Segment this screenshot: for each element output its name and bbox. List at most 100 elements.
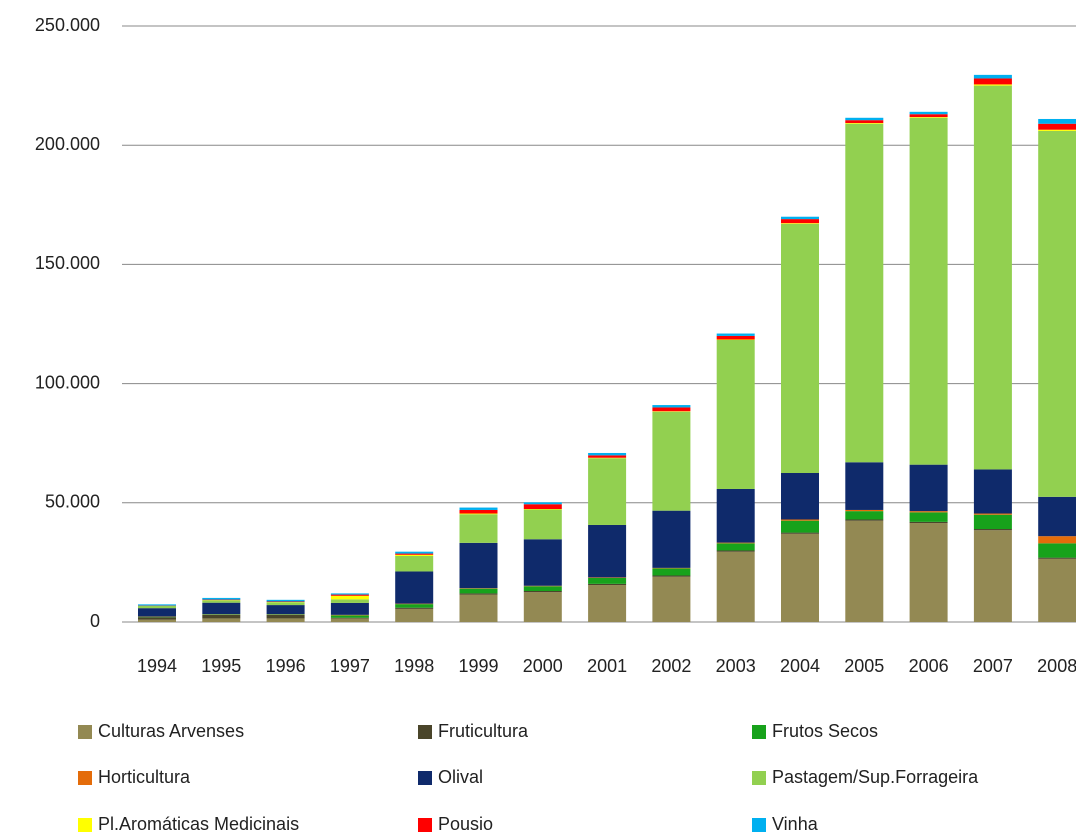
bar-segment	[781, 520, 819, 533]
bar-segment	[845, 511, 884, 520]
legend-swatch	[752, 818, 766, 832]
x-tick-label: 2006	[909, 656, 949, 676]
bar-segment	[202, 618, 241, 622]
bar-segment	[973, 514, 1012, 530]
x-tick-label: 1997	[330, 656, 370, 676]
bar-segment	[523, 502, 562, 505]
bar-segment	[330, 618, 369, 622]
bar-segment	[459, 593, 498, 595]
bar-segment	[973, 513, 1012, 515]
bar-segment	[395, 604, 434, 608]
y-tick-label: 0	[90, 611, 100, 631]
bar-segment	[395, 571, 434, 604]
bar-segment	[459, 594, 498, 622]
bar-segment	[523, 504, 562, 509]
legend-label: Vinha	[772, 814, 819, 834]
x-tick-label: 2005	[844, 656, 884, 676]
bar-segment	[652, 407, 691, 412]
bar-segment	[973, 529, 1012, 531]
legend-swatch	[78, 725, 92, 739]
bar-segment	[266, 599, 305, 602]
bar-segment	[1038, 130, 1076, 497]
bar-segment	[588, 585, 627, 622]
bar-segment	[716, 488, 755, 543]
bar-segment	[973, 469, 1012, 514]
x-tick-label: 1995	[201, 656, 241, 676]
bar-segment	[652, 405, 691, 408]
legend-label: Culturas Arvenses	[98, 721, 244, 741]
bar-segment	[330, 617, 369, 619]
bar-segment	[523, 509, 562, 540]
bar-segment	[330, 593, 369, 595]
bar-segment	[330, 594, 369, 596]
bar-segment	[395, 554, 434, 556]
x-tick-label: 2004	[780, 656, 820, 676]
bar-segment	[781, 216, 819, 220]
bar-segment	[716, 551, 755, 622]
bar-segment	[716, 542, 755, 544]
y-tick-label: 150.000	[35, 253, 100, 273]
bar-segment	[588, 583, 627, 586]
bar-segment	[845, 520, 884, 622]
bar-segment	[202, 602, 241, 615]
bar-segment	[973, 78, 1012, 85]
bar-segment	[1038, 558, 1076, 622]
bar-segment	[909, 117, 948, 118]
legend-swatch	[752, 725, 766, 739]
bar-segment	[138, 604, 176, 606]
y-tick-label: 50.000	[45, 492, 100, 512]
bar-segment	[395, 607, 434, 609]
x-tick-label: 2007	[973, 656, 1013, 676]
bar-segment	[330, 615, 369, 618]
bar-segment	[781, 519, 819, 521]
bar-segment	[459, 507, 498, 510]
bar-segment	[716, 335, 755, 340]
x-tick-label: 2001	[587, 656, 627, 676]
bar-segment	[781, 473, 819, 520]
legend-label: Frutos Secos	[772, 721, 878, 741]
bar-segment	[202, 614, 241, 619]
bar-segment	[973, 74, 1012, 79]
legend-label: Olival	[438, 767, 483, 787]
bar-segment	[1038, 118, 1076, 124]
bar-segment	[266, 602, 305, 606]
bar-segment	[845, 120, 884, 124]
x-tick-label: 2002	[651, 656, 691, 676]
bar-segment	[202, 597, 241, 600]
bar-segment	[845, 519, 884, 521]
y-tick-label: 200.000	[35, 134, 100, 154]
bar-segment	[909, 117, 948, 465]
bar-segment	[138, 617, 176, 620]
bar-segment	[202, 600, 241, 603]
bar-segment	[652, 576, 691, 622]
bar-segment	[973, 85, 1012, 470]
bar-segment	[1038, 536, 1076, 544]
bar-segment	[395, 555, 434, 572]
bar-segment	[909, 114, 948, 118]
y-tick-label: 100.000	[35, 372, 100, 392]
bar-segment	[523, 539, 562, 586]
bar-segment	[781, 219, 819, 224]
bar-segment	[652, 568, 691, 576]
bar-segment	[588, 524, 627, 578]
legend-label: Fruticultura	[438, 721, 529, 741]
bar-segment	[138, 605, 176, 609]
bar-segment	[845, 123, 884, 463]
bar-segment	[395, 553, 434, 555]
bar-segment	[395, 608, 434, 622]
legend-swatch	[78, 818, 92, 832]
bar-segment	[973, 84, 1012, 86]
bar-segment	[138, 608, 176, 617]
bar-segment	[909, 523, 948, 622]
x-tick-label: 1998	[394, 656, 434, 676]
y-tick-label: 250.000	[35, 15, 100, 35]
legend-label: Pastagem/Sup.Forrageira	[772, 767, 979, 787]
bar-segment	[652, 575, 691, 577]
legend-label: Pousio	[438, 814, 493, 834]
x-tick-label: 1994	[137, 656, 177, 676]
bar-segment	[909, 512, 948, 522]
legend-label: Pl.Aromáticas Medicinais	[98, 814, 299, 834]
bar-segment	[395, 551, 434, 554]
bar-segment	[716, 550, 755, 552]
